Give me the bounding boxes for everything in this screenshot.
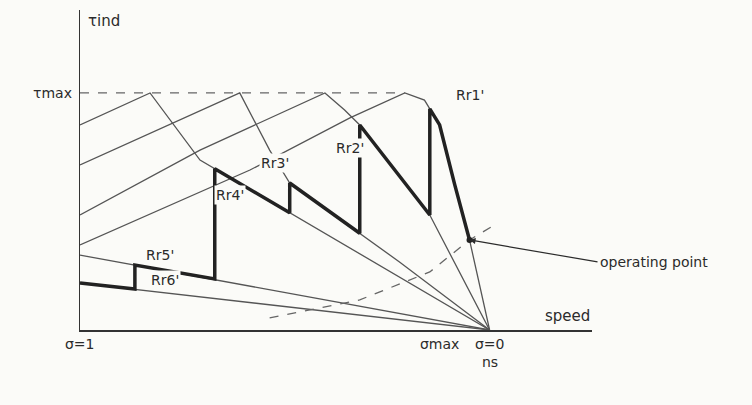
svg-text:σ=1: σ=1 bbox=[65, 336, 95, 352]
svg-text:operating point: operating point bbox=[600, 254, 708, 270]
svg-text:Rr5': Rr5' bbox=[146, 247, 174, 263]
svg-text:τmax: τmax bbox=[33, 85, 72, 101]
svg-text:τind: τind bbox=[88, 12, 120, 30]
svg-text:speed: speed bbox=[545, 307, 590, 325]
svg-text:ns: ns bbox=[482, 354, 498, 370]
svg-text:σ=0: σ=0 bbox=[475, 336, 505, 352]
svg-text:Rr4': Rr4' bbox=[216, 187, 244, 203]
svg-text:Rr6': Rr6' bbox=[151, 272, 179, 288]
svg-text:Rr3': Rr3' bbox=[261, 155, 289, 171]
svg-text:Rr2': Rr2' bbox=[336, 140, 364, 156]
svg-text:Rr1': Rr1' bbox=[456, 87, 484, 103]
svg-text:σmax: σmax bbox=[420, 336, 459, 352]
